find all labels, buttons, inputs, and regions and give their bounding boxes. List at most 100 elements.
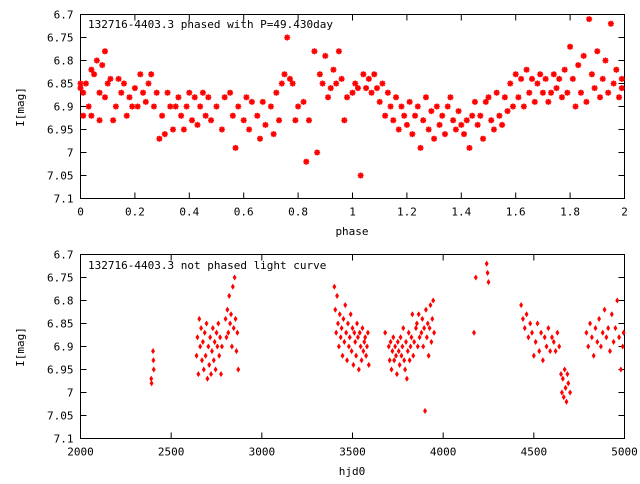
data-point <box>486 279 491 286</box>
data-point <box>211 357 216 364</box>
data-point <box>131 85 138 92</box>
data-point <box>529 75 536 82</box>
data-point <box>234 348 239 355</box>
data-point <box>254 112 261 119</box>
data-point <box>232 144 239 151</box>
y-axis-label-not-phased: I[mag] <box>14 327 27 367</box>
data-point <box>357 172 364 179</box>
data-point <box>430 315 435 322</box>
data-point <box>345 357 350 364</box>
y-tick-label: 6.95 <box>47 364 74 377</box>
data-point <box>403 121 410 128</box>
data-point <box>526 334 531 341</box>
data-point <box>334 329 339 336</box>
data-point <box>518 75 525 82</box>
data-point <box>588 71 595 78</box>
data-point <box>397 361 402 368</box>
tick-labels-phased: 0 0.2 0.4 0.6 0.8 1 1.2 1.4 1.6 1.8 2 6.7 6.75 6.8 6.8… <box>47 9 628 219</box>
data-point <box>219 371 223 378</box>
data-point <box>557 343 562 350</box>
data-point <box>208 117 215 124</box>
data-point <box>424 334 429 341</box>
x-tick-label: 0.2 <box>125 206 145 219</box>
data-point <box>175 94 182 101</box>
data-point <box>322 52 329 59</box>
data-point <box>363 334 368 341</box>
data-point <box>539 329 544 336</box>
data-point <box>351 361 356 368</box>
data-point <box>208 334 213 341</box>
data-point <box>137 71 144 78</box>
tick-labels-not-phased: 2000 2500 3000 3500 4000 4500 5000 6.7 6.75 6.8 6.… <box>47 249 638 459</box>
data-point <box>417 144 424 151</box>
y-tick-label: 6.7 <box>54 9 74 22</box>
data-point <box>523 66 530 73</box>
data-point <box>545 98 552 105</box>
data-point <box>504 108 511 115</box>
y-tick-label: 7 <box>67 147 74 160</box>
data-point <box>565 371 570 378</box>
data-point <box>384 89 391 96</box>
data-point <box>515 94 522 101</box>
data-point <box>423 407 427 414</box>
y-tick-label: 6.75 <box>47 272 74 285</box>
x-tick-label: 2 <box>621 206 628 219</box>
data-point <box>610 80 617 87</box>
data-point <box>575 62 582 69</box>
data-point <box>343 302 348 309</box>
data-point <box>602 306 607 313</box>
data-point <box>360 325 365 332</box>
y-tick-label: 6.9 <box>54 341 74 354</box>
data-point <box>96 117 103 124</box>
data-point <box>426 352 431 359</box>
chart-title-phased: 132716-4403.3 phased with P=49.430day <box>88 18 333 31</box>
data-point <box>507 80 514 87</box>
data-point <box>164 89 171 96</box>
ticks-not-phased <box>80 254 625 439</box>
data-point <box>621 329 626 336</box>
data-point <box>354 85 361 92</box>
data-point <box>359 357 364 364</box>
data-point <box>405 348 410 355</box>
data-point <box>156 135 163 142</box>
data-point <box>221 94 228 101</box>
data-point <box>180 126 187 133</box>
data-point <box>390 348 395 355</box>
data-point <box>225 306 230 313</box>
data-point <box>441 131 448 138</box>
data-point <box>431 297 436 304</box>
data-point <box>206 343 211 350</box>
data-point <box>276 117 283 124</box>
data-point <box>548 348 553 355</box>
data-point <box>356 366 361 373</box>
data-point <box>602 57 609 64</box>
data-point <box>406 329 411 336</box>
data-point <box>200 357 204 364</box>
x-tick-label: 3500 <box>339 446 366 459</box>
data-point <box>416 311 421 318</box>
data-point <box>414 103 421 110</box>
data-point <box>533 338 538 345</box>
data-point <box>104 80 111 87</box>
data-point <box>398 103 405 110</box>
data-point <box>235 103 242 110</box>
data-point <box>501 94 508 101</box>
data-point <box>490 126 497 133</box>
data-point <box>520 315 525 322</box>
data-point <box>151 357 156 364</box>
data-point <box>178 112 185 119</box>
data-point <box>531 352 536 359</box>
data-point <box>591 352 596 359</box>
data-point <box>564 398 569 405</box>
data-point <box>406 98 413 105</box>
panel-not-phased: 2000 2500 3000 3500 4000 4500 5000 6.7 6.75 6.8 6.… <box>14 249 638 479</box>
data-point <box>463 117 470 124</box>
x-tick-label: 0.8 <box>288 206 308 219</box>
data-point <box>599 75 606 82</box>
data-point <box>404 338 408 345</box>
data-point <box>262 121 269 128</box>
data-point <box>91 71 98 78</box>
data-point <box>586 343 591 350</box>
data-point <box>485 269 490 276</box>
data-point <box>335 292 340 299</box>
